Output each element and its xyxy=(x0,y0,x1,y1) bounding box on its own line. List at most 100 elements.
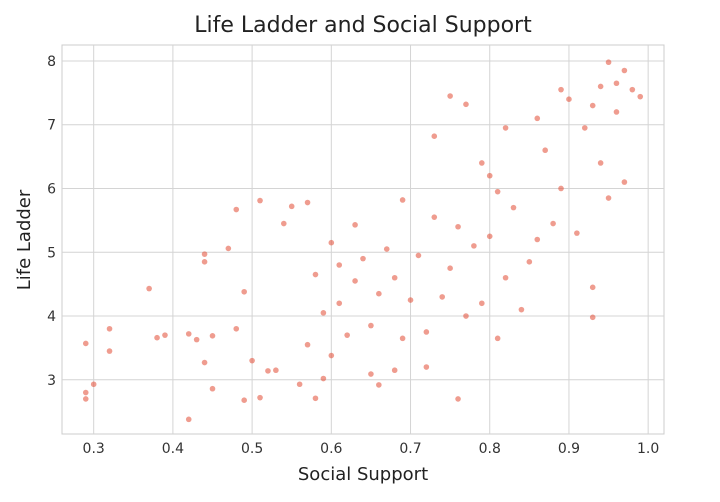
y-tick-label: 7 xyxy=(47,118,56,134)
scatter-point xyxy=(360,255,366,262)
scatter-point xyxy=(589,102,596,109)
scatter-point xyxy=(304,199,311,206)
scatter-point xyxy=(336,262,343,268)
scatter-point xyxy=(407,297,414,303)
scatter-point xyxy=(510,204,517,211)
scatter-point xyxy=(82,340,89,347)
scatter-point xyxy=(431,133,438,139)
scatter-point xyxy=(637,93,644,100)
x-tick-labels: 0.3 0.4 0.5 0.6 0.7 0.8 0.9 1.0 xyxy=(83,441,660,457)
scatter-point xyxy=(534,115,541,122)
scatter-point xyxy=(233,206,240,213)
scatter-point xyxy=(399,335,406,342)
scatter-point xyxy=(201,251,208,257)
scatter-point xyxy=(423,329,430,335)
scatter-point xyxy=(193,336,200,343)
scatter-point xyxy=(558,86,564,93)
scatter-point xyxy=(257,197,263,204)
scatter-point xyxy=(376,290,382,297)
scatter-point xyxy=(581,125,588,131)
scatter-point xyxy=(265,368,271,374)
scatter-point xyxy=(621,179,628,185)
plot-area xyxy=(61,44,665,435)
scatter-point xyxy=(336,300,343,307)
y-axis-label: Life Ladder xyxy=(14,189,35,290)
scatter-point xyxy=(463,101,469,108)
scatter-point xyxy=(502,274,509,281)
scatter-point xyxy=(241,397,247,404)
scatter-point xyxy=(439,294,446,300)
x-tick-label: 0.8 xyxy=(479,441,501,457)
x-tick-label: 0.9 xyxy=(558,441,580,457)
scatter-point xyxy=(106,325,113,332)
y-tick-label: 4 xyxy=(47,309,56,325)
scatter-point xyxy=(486,172,493,179)
y-tick-label: 3 xyxy=(47,373,56,389)
scatter-point xyxy=(423,364,430,370)
scatter-point xyxy=(597,83,604,90)
scatter-point xyxy=(320,310,327,316)
scatter-point xyxy=(415,252,422,259)
scatter-point xyxy=(479,300,485,307)
scatter-point xyxy=(542,147,548,154)
y-tick-labels: 3 4 5 6 7 8 xyxy=(47,54,56,389)
scatter-point xyxy=(558,185,564,192)
scatter-point xyxy=(399,197,406,203)
scatter-point xyxy=(273,367,279,374)
scatter-point xyxy=(479,160,485,166)
scatter-point xyxy=(344,332,350,338)
y-tick-label: 5 xyxy=(47,245,56,261)
scatter-point xyxy=(391,274,398,281)
y-tick-label: 6 xyxy=(47,181,56,197)
scatter-point xyxy=(518,306,525,313)
scatter-point xyxy=(526,259,533,265)
scatter-point xyxy=(534,236,541,243)
x-tick-label: 0.3 xyxy=(83,441,105,457)
scatter-point xyxy=(613,109,620,115)
scatter-point xyxy=(201,259,208,265)
scatter-point xyxy=(209,332,216,339)
x-tick-label: 0.5 xyxy=(241,441,263,457)
scatter-point xyxy=(146,285,152,292)
grid-lines xyxy=(62,45,664,434)
data-points xyxy=(82,59,644,423)
scatter-point xyxy=(154,334,160,341)
x-tick-label: 0.4 xyxy=(162,441,184,457)
scatter-point xyxy=(328,239,335,246)
scatter-point xyxy=(304,341,311,348)
scatter-point xyxy=(249,357,255,364)
scatter-point xyxy=(280,220,287,227)
scatter-point xyxy=(447,93,453,99)
x-tick-label: 0.7 xyxy=(399,441,421,457)
scatter-point xyxy=(455,396,461,402)
scatter-point xyxy=(391,367,398,374)
scatter-point xyxy=(352,278,358,284)
scatter-point xyxy=(90,381,97,388)
scatter-point xyxy=(225,245,232,252)
scatter-point xyxy=(574,230,580,236)
x-tick-label: 0.6 xyxy=(320,441,342,457)
chart-title: Life Ladder and Social Support xyxy=(194,13,532,38)
scatter-point xyxy=(185,416,192,423)
scatter-point xyxy=(376,382,382,388)
scatter-point xyxy=(241,288,247,295)
scatter-point xyxy=(494,335,501,342)
scatter-point xyxy=(352,222,358,228)
x-axis-label: Social Support xyxy=(298,464,428,485)
scatter-point xyxy=(328,352,335,359)
scatter-point xyxy=(368,322,374,329)
scatter-point xyxy=(296,381,303,388)
scatter-point xyxy=(312,271,319,278)
scatter-point xyxy=(383,246,390,252)
scatter-point xyxy=(455,223,461,230)
scatter-point xyxy=(162,332,168,338)
scatter-point xyxy=(613,80,620,87)
scatter-point xyxy=(566,96,572,103)
scatter-point xyxy=(82,396,89,402)
scatter-point xyxy=(257,394,263,401)
x-tick-label: 1.0 xyxy=(637,441,659,457)
scatter-point xyxy=(621,67,628,74)
scatter-point xyxy=(209,385,216,392)
scatter-point xyxy=(589,284,596,291)
scatter-point xyxy=(233,325,240,332)
